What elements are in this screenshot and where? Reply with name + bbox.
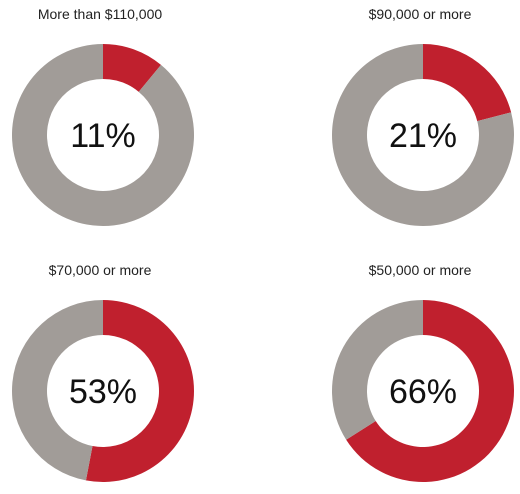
donut-center-label: 66% [389, 373, 457, 411]
donut-svg: 21% [332, 44, 514, 226]
chart-title: More than $110,000 [37, 6, 163, 22]
donut-chart-3: $50,000 or more 66% [325, 262, 515, 482]
donut-chart-0: More than $110,000 11% [5, 6, 195, 227]
donut-slice-value [423, 44, 512, 122]
donut-slice-remainder [11, 300, 104, 481]
donut-center-label: 53% [69, 373, 137, 411]
chart-title: $70,000 or more [48, 262, 152, 278]
donut-center-label: 11% [70, 117, 136, 155]
donut-slice-value [103, 44, 162, 92]
donut-slice-remainder [332, 44, 514, 226]
donut-slice-value [346, 300, 514, 482]
donut-slice-remainder [332, 300, 423, 440]
donut-center-label: 21% [389, 117, 457, 155]
donut-slice-value [85, 300, 194, 482]
chart-title: $90,000 or more [368, 6, 472, 22]
donut-svg: 53% [11, 300, 194, 482]
chart-title: $50,000 or more [368, 262, 472, 278]
donut-slice-remainder [11, 44, 195, 227]
donut-chart-2: $70,000 or more 53% [5, 262, 195, 482]
donut-chart-1: $90,000 or more 21% [325, 6, 515, 226]
donut-svg: 66% [332, 300, 514, 482]
donut-svg: 11% [11, 44, 195, 227]
